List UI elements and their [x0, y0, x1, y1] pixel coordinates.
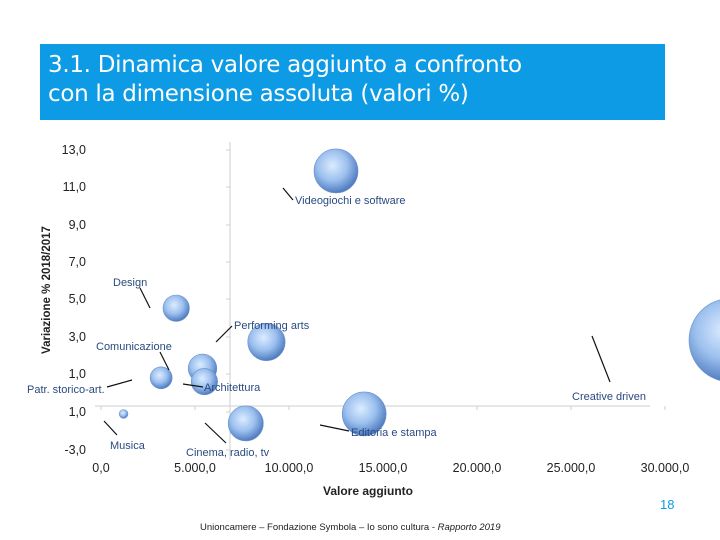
y-tick-label: 1,0 — [69, 367, 86, 381]
x-tick-label: 25.000,0 — [547, 461, 596, 475]
bubble-design — [162, 294, 190, 322]
bubble-label-musica: Musica — [110, 440, 146, 452]
bubble-label-videogiochi-e-software: Videogiochi e software — [295, 195, 405, 207]
slide-title: 3.1. Dinamica valore aggiunto a confront… — [40, 44, 665, 120]
leader-line-cinema-radio-tv — [204, 422, 227, 444]
leader-line-videogiochi-e-software — [282, 187, 294, 201]
bubble-editoria-e-stampa — [341, 391, 387, 437]
bubble-label-editoria-e-stampa: Editoria e stampa — [351, 427, 437, 439]
bubble-label-architettura: Architettura — [204, 382, 261, 394]
title-line-2: con la dimensione assoluta (valori %) — [48, 81, 469, 107]
bubble-label-comunicazione: Comunicazione — [96, 341, 172, 353]
leader-line-comunicazione — [159, 351, 170, 371]
bubble-label-performing-arts: Performing arts — [234, 320, 310, 332]
title-line-1: 3.1. Dinamica valore aggiunto a confront… — [48, 52, 522, 78]
footer-text: Unioncamere – Fondazione Symbola – Io so… — [200, 522, 438, 533]
bubble-chart: 13,0 11,0 9,0 7,0 5,0 3,0 1,0 1,0 -3,0 0,0 5.000,0… — [27, 142, 720, 498]
bubble-patr-storico-art — [149, 366, 173, 390]
bubble-creative-driven — [688, 299, 720, 381]
x-tick-label: 15.000,0 — [359, 461, 408, 475]
x-tick-label: 30.000,0 — [641, 461, 690, 475]
footer-report: Rapporto 2019 — [437, 522, 501, 533]
leader-line-editoria-e-stampa — [319, 424, 350, 432]
bubble-cinema-radio-tv — [227, 405, 264, 442]
bubble-musica — [118, 409, 129, 419]
y-tick-label: 5,0 — [69, 292, 86, 306]
leader-line-creative-driven — [591, 335, 611, 383]
y-tick-label: 7,0 — [69, 255, 86, 269]
bubble-label-cinema-radio-tv: Cinema, radio, tv — [186, 447, 270, 459]
y-tick-label: 9,0 — [69, 218, 86, 232]
leader-line-musica — [103, 420, 118, 436]
bubble-label-design: Design — [113, 277, 147, 289]
y-tick-label: 3,0 — [69, 330, 86, 344]
page-number: 18 — [660, 497, 675, 512]
bubble-performing-arts — [247, 323, 286, 362]
y-tick-label: 1,0 — [69, 405, 86, 419]
x-tick-label: 5.000,0 — [174, 461, 216, 475]
x-tick-label: 10.000,0 — [265, 461, 314, 475]
bubble-label-patr-storico-art: Patr. storico-art. — [27, 384, 105, 396]
leader-line-performing-arts — [215, 325, 233, 343]
y-tick-label: -3,0 — [64, 443, 86, 457]
footer-credit: Unioncamere – Fondazione Symbola – Io so… — [200, 522, 501, 533]
y-axis-title: Variazione % 2018/2017 — [41, 226, 53, 354]
leader-line-patr-storico-art — [106, 379, 133, 388]
y-tick-label: 11,0 — [63, 180, 86, 194]
leader-line-architettura — [182, 383, 204, 388]
chart-labels: Videogiochi e software Design Performing a… — [27, 195, 646, 459]
x-tick-label: 20.000,0 — [453, 461, 502, 475]
chart-axes: 13,0 11,0 9,0 7,0 5,0 3,0 1,0 1,0 -3,0 0,0 5.000,0… — [41, 142, 690, 498]
leader-line-design — [139, 287, 151, 309]
bubble-architettura — [190, 368, 218, 396]
chart-leader-lines — [103, 187, 611, 444]
bubble-label-creative-driven: Creative driven — [572, 391, 646, 403]
x-tick-label: 0,0 — [92, 461, 109, 475]
x-axis-title: Valore aggiunto — [323, 484, 413, 498]
bubble-videogiochi-e-software — [313, 148, 359, 194]
chart-bubbles — [118, 148, 720, 442]
y-tick-label: 13,0 — [62, 143, 86, 157]
